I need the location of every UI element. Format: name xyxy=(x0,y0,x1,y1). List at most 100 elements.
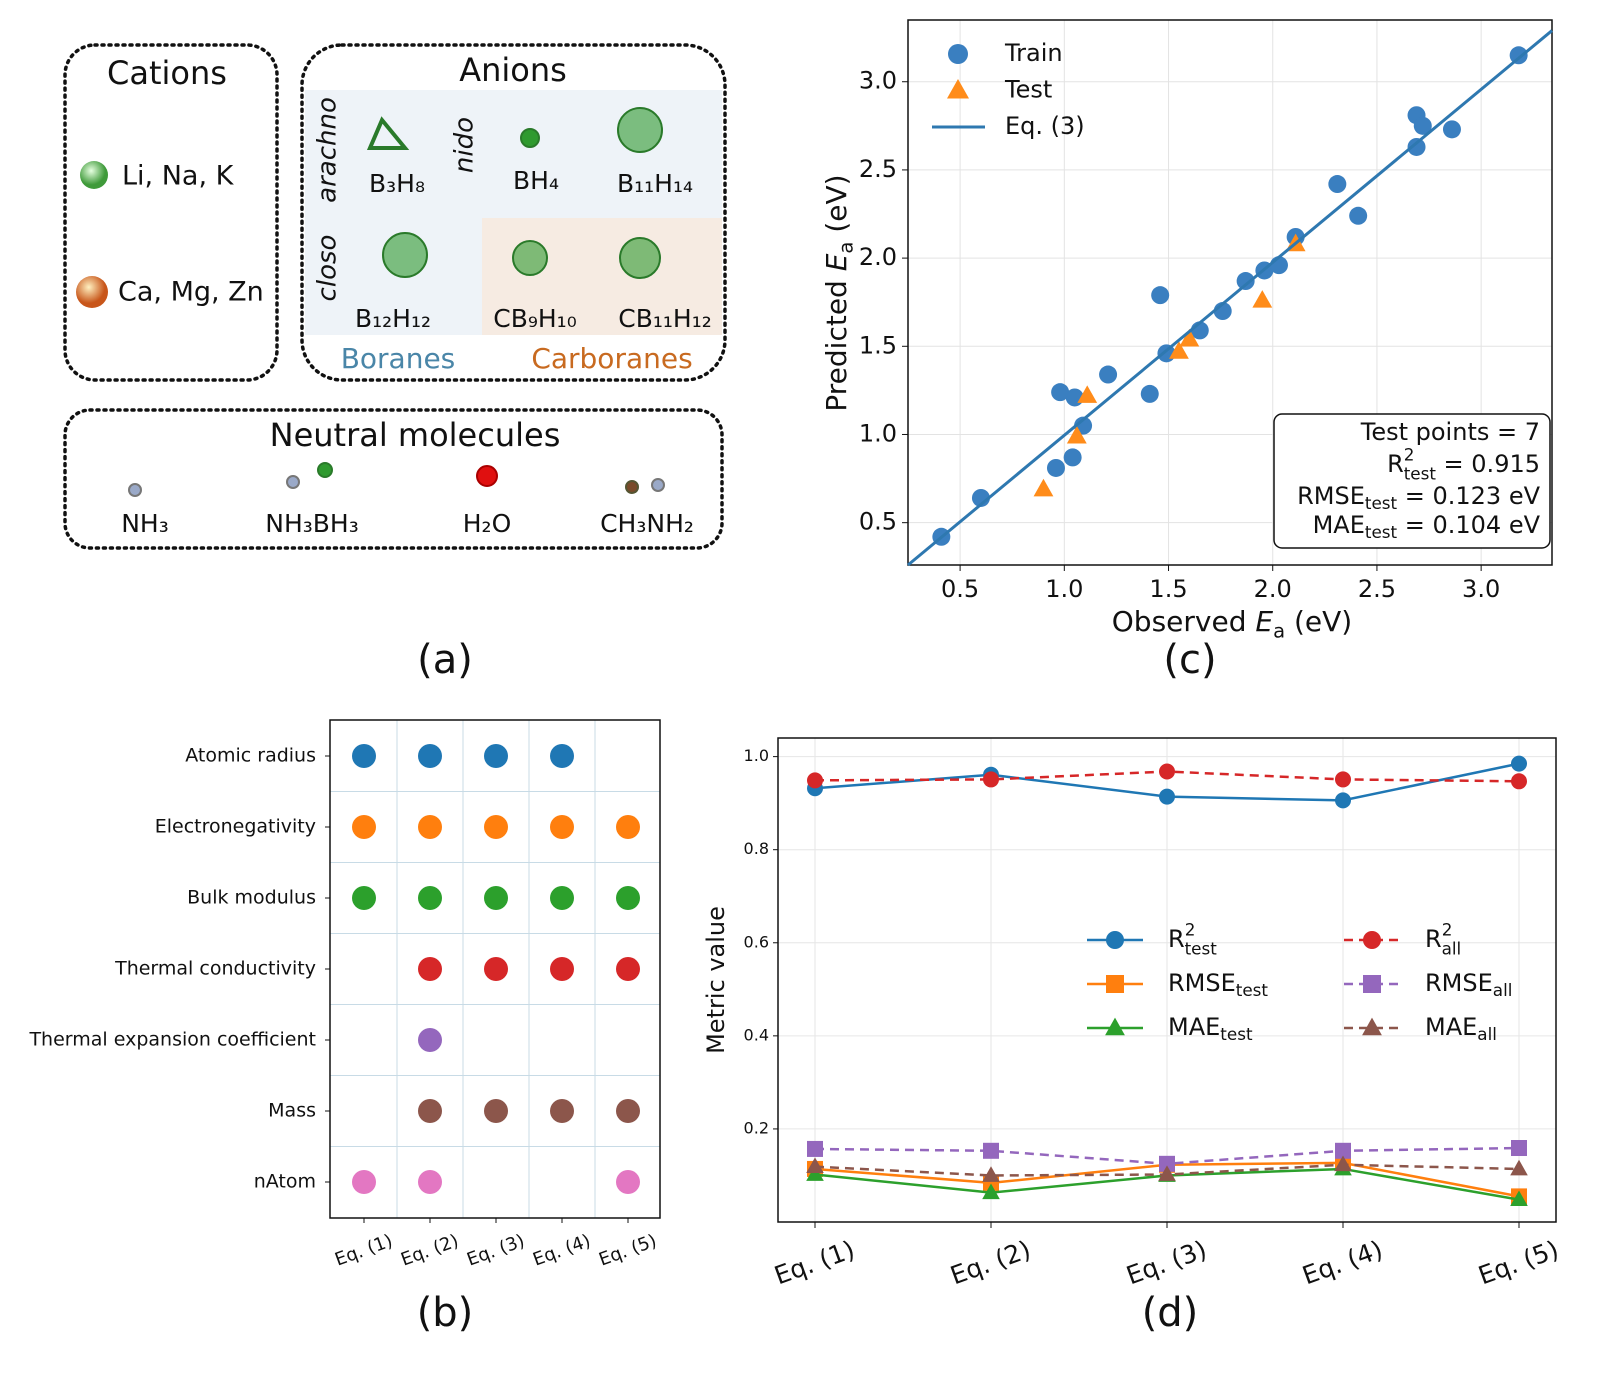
marker xyxy=(807,1140,823,1157)
dot xyxy=(616,886,640,910)
anion-label: B₁₂H₁₂ xyxy=(355,304,431,333)
x-axis-label-part: (eV) xyxy=(1285,605,1352,638)
marker xyxy=(982,1166,1000,1182)
annotation-part: MAE xyxy=(1313,511,1365,539)
y-tick-label: 0.8 xyxy=(744,839,769,858)
y-tick-label: 1.0 xyxy=(859,419,897,447)
marker xyxy=(983,771,999,788)
y-tick-label: 1.0 xyxy=(744,746,769,765)
anions-box xyxy=(300,43,727,382)
annotation-part: = 0.123 eV xyxy=(1397,482,1540,510)
y-axis-label-part: a xyxy=(834,242,857,254)
marker xyxy=(1033,478,1054,497)
x-axis-label-part: E xyxy=(1255,605,1273,638)
marker xyxy=(807,772,823,789)
annotation-part: R xyxy=(1387,450,1404,478)
annotation-box xyxy=(1273,413,1551,549)
legend-label: Test xyxy=(1004,76,1052,104)
panel-label: (a) xyxy=(417,637,473,683)
x-tick-label: 1.0 xyxy=(1045,575,1083,603)
legend-label-part: RMSE xyxy=(1425,969,1493,997)
dot xyxy=(484,886,508,910)
x-tick-label: 1.5 xyxy=(1149,575,1187,603)
x-tick-label: 3.0 xyxy=(1462,575,1500,603)
dot xyxy=(616,815,640,839)
anion-label: CB₁₁H₁₂ xyxy=(618,304,712,333)
dot xyxy=(616,1099,640,1123)
row-label: Thermal expansion coefficient xyxy=(28,1029,316,1051)
row-label: nAtom xyxy=(254,1171,316,1193)
class-label: closo xyxy=(313,235,343,302)
marker xyxy=(1077,385,1098,403)
marker xyxy=(1158,1165,1176,1181)
marker xyxy=(1159,1155,1175,1172)
dot xyxy=(484,957,508,981)
y-tick-label: 3.0 xyxy=(859,67,897,95)
anion-label: B₃H₈ xyxy=(369,169,425,198)
marker xyxy=(1511,1140,1527,1157)
marker xyxy=(1236,272,1255,291)
legend-label: MAEtest xyxy=(1168,1013,1253,1044)
row-label: Atomic radius xyxy=(185,745,316,767)
annotation: MAEtest = 0.104 eV xyxy=(1313,511,1541,542)
x-tick-label: 2.5 xyxy=(1358,575,1396,603)
axes-frame xyxy=(907,19,1553,566)
legend-label-part: all xyxy=(1477,1024,1497,1044)
group-label: Carboranes xyxy=(531,342,692,375)
dot xyxy=(550,886,574,910)
marker xyxy=(1335,771,1351,788)
legend-label: R2 all xyxy=(1425,919,1461,958)
x-axis-label: Observed Ea (eV) xyxy=(1112,605,1352,642)
molecule-label: NH₃BH₃ xyxy=(265,509,359,538)
y-axis-label-part: Predicted xyxy=(820,271,853,411)
marker xyxy=(1169,341,1189,359)
marker xyxy=(1063,448,1082,467)
group-label: Boranes xyxy=(341,342,456,375)
dot xyxy=(616,957,640,981)
dot xyxy=(352,886,376,910)
marker xyxy=(1407,137,1426,156)
marker xyxy=(1151,286,1170,305)
x-tick-label: Eq. (3) xyxy=(1123,1235,1211,1291)
marker xyxy=(1510,1190,1528,1207)
marker xyxy=(1179,328,1200,347)
marker xyxy=(1335,792,1351,809)
marker xyxy=(1510,1159,1528,1176)
dot xyxy=(484,1099,508,1123)
marker xyxy=(1335,1142,1351,1159)
legend-label-part: RMSE xyxy=(1168,969,1236,997)
legend-label-part: 2 xyxy=(1442,919,1453,939)
legend-label-part: 2 xyxy=(1185,919,1196,939)
molecule-icons xyxy=(128,107,665,497)
x-tick-label: Eq. (5) xyxy=(596,1230,659,1270)
marker xyxy=(1046,458,1065,477)
class-label: nido xyxy=(450,117,480,173)
y-axis-label: Metric value xyxy=(702,906,730,1054)
dot xyxy=(352,815,376,839)
y-axis-label: Predicted Ea (eV) xyxy=(820,174,857,411)
marker xyxy=(982,1183,1000,1200)
dot xyxy=(352,744,376,768)
y-tick-label: 0.6 xyxy=(744,932,769,951)
y-tick-label: 0.5 xyxy=(859,508,897,536)
marker xyxy=(1511,755,1527,772)
marker xyxy=(1051,383,1070,402)
cations-box xyxy=(63,43,279,382)
panel-label: (d) xyxy=(1142,1290,1199,1336)
x-tick-label: Eq. (1) xyxy=(771,1235,859,1291)
x-tick-label: Eq. (3) xyxy=(464,1230,527,1270)
anion-label: CB₉H₁₀ xyxy=(493,304,576,333)
y-axis-label-part: (eV) xyxy=(820,174,853,241)
legend-marker xyxy=(1106,931,1124,949)
marker xyxy=(1509,46,1528,65)
legend-marker xyxy=(1363,931,1381,949)
legend-label: RMSEtest xyxy=(1168,969,1268,1000)
legend-label: MAEall xyxy=(1425,1013,1497,1044)
x-tick-label: 0.5 xyxy=(941,575,979,603)
x-tick-label: Eq. (5) xyxy=(1475,1235,1563,1291)
dot xyxy=(418,815,442,839)
row-label: Electronegativity xyxy=(155,816,316,838)
dot xyxy=(550,815,574,839)
